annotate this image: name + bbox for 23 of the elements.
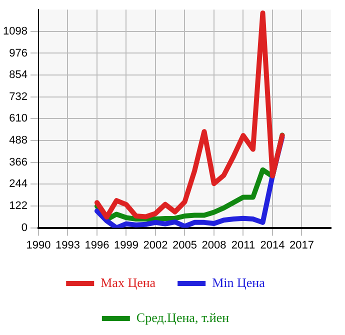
x-tick-label: 1990	[26, 239, 51, 252]
x-tick-label: 1993	[55, 239, 80, 252]
x-tick-label: 2005	[172, 239, 197, 252]
x-tick-label: 2011	[231, 239, 256, 252]
legend-label: Сред.Цена, т.йен	[136, 310, 230, 325]
legend-label: Min Цена	[212, 274, 266, 290]
y-tick-label: 122	[9, 200, 28, 212]
x-tick-label: 2002	[143, 239, 168, 252]
legend-label: Max Цена	[100, 274, 156, 290]
x-tick-label: 2008	[202, 239, 226, 252]
y-tick-label: 488	[9, 134, 28, 147]
y-tick-label: 366	[9, 156, 28, 168]
x-tick-label: 1996	[84, 239, 110, 252]
x-tick-label: 2014	[260, 239, 285, 252]
y-tick-label: 244	[9, 178, 28, 190]
y-tick-label: 0	[21, 222, 28, 234]
y-tick-label: 1098	[2, 25, 28, 38]
y-tick-label: 976	[9, 47, 28, 60]
y-tick-label: 854	[9, 69, 28, 82]
x-tick-label: 2017	[290, 239, 314, 252]
y-tick-label: 732	[9, 90, 28, 103]
y-tick-label: 610	[9, 112, 28, 125]
x-tick-label: 1999	[114, 239, 138, 252]
